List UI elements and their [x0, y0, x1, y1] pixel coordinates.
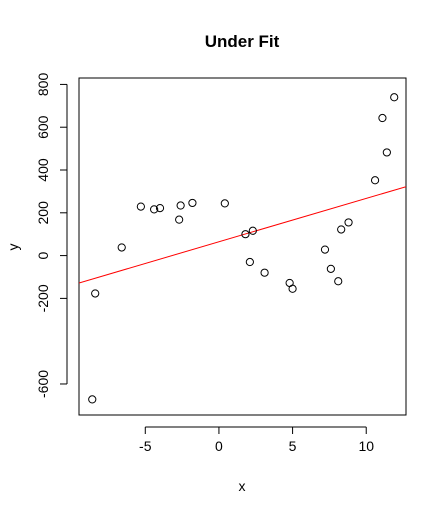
data-point [370, 176, 380, 185]
data-point [320, 245, 330, 254]
y-tick-label: -200 [35, 284, 51, 312]
x-tick-label: 5 [289, 438, 297, 454]
y-axis-label: y [5, 244, 21, 251]
plot-frame [78, 77, 407, 416]
data-point [390, 93, 399, 102]
data-point [91, 289, 100, 298]
fit-line [79, 186, 406, 284]
y-tick-label: 800 [35, 73, 51, 97]
y-tick-label: 0 [35, 251, 51, 259]
x-axis: -5 0 5 10 [139, 426, 374, 454]
data-point [175, 215, 184, 224]
data-points-layer [88, 93, 399, 404]
data-point [188, 198, 197, 208]
data-point [155, 203, 165, 213]
chart-title: Under Fit [205, 32, 280, 51]
data-point [136, 202, 145, 211]
data-point [326, 264, 335, 273]
data-point [337, 225, 346, 234]
data-point [288, 284, 297, 293]
data-point [220, 199, 229, 208]
y-tick-label: 600 [35, 115, 51, 139]
data-point [117, 243, 126, 252]
data-point [176, 201, 185, 210]
y-tick-label: -600 [35, 370, 51, 398]
data-point [150, 205, 159, 214]
data-point [334, 277, 343, 286]
x-tick-label: 0 [215, 438, 223, 454]
data-point [344, 218, 353, 227]
x-axis-label: x [239, 478, 246, 494]
data-point [248, 226, 257, 235]
plot-area [78, 77, 407, 416]
data-point [260, 268, 269, 277]
data-point [382, 148, 391, 157]
y-axis: -600 -200 0 200 400 600 800 [35, 73, 68, 398]
data-point [378, 113, 387, 123]
x-tick-label: -5 [139, 438, 152, 454]
y-tick-label: 400 [35, 158, 51, 182]
data-point [245, 257, 254, 267]
data-point [88, 395, 97, 404]
fit-line-layer [79, 186, 406, 284]
y-tick-label: 200 [35, 201, 51, 225]
x-tick-label: 10 [358, 438, 374, 454]
data-point [241, 230, 250, 239]
